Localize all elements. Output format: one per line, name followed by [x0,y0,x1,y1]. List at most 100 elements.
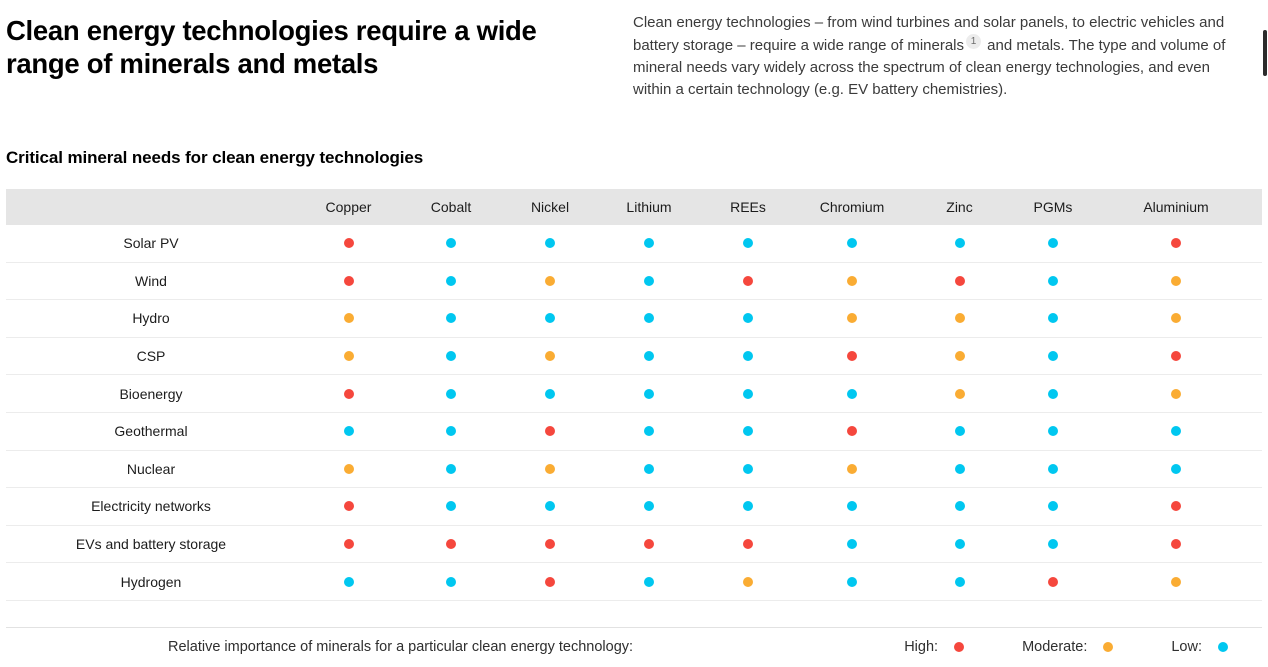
rating-cell [501,275,599,286]
high-importance-dot [1048,576,1058,587]
high-importance-dot [545,576,555,587]
rating-cell [1012,539,1094,550]
intro-text-before: Clean energy technologies – from wind tu… [633,14,1225,54]
low-importance-dot [743,238,753,249]
moderate-importance-dot [847,313,857,324]
rating-cell [296,313,401,324]
high-importance-dot [343,238,354,249]
rating-cell [1012,351,1094,362]
rating-cell [501,539,599,550]
high-importance-dot [1171,539,1181,550]
moderate-importance-dot [954,313,965,324]
low-importance-dot [743,463,753,474]
low-importance-dot [446,388,456,399]
rating-cell [797,501,907,512]
low-importance-dot [446,463,456,474]
row-label: Geothermal [114,423,188,440]
low-importance-dot [847,576,857,587]
rating-cell [907,501,1012,512]
rating-cell [599,539,699,550]
rating-cell [401,313,501,324]
low-importance-dot [545,388,555,399]
low-importance-dot [847,501,857,512]
rating-cell [501,313,599,324]
high-importance-dot [644,539,654,550]
low-importance-dot [545,313,555,324]
legend-bar: Relative importance of minerals for a pa… [6,626,1262,667]
rating-cell [907,351,1012,362]
intro-text-after: and metals. The type and volume of miner… [633,37,1226,98]
column-header-chromium: Chromium [819,199,885,215]
rating-cell [699,275,797,286]
rating-cell [907,426,1012,437]
high-importance-dot [743,275,753,286]
intro-paragraph: Clean energy technologies – from wind tu… [633,12,1245,101]
high-importance-dot [343,539,354,550]
low-importance-dot [1048,539,1058,550]
rating-cell [699,576,797,587]
rating-cell [1094,576,1258,587]
low-legend-dot [1218,642,1228,653]
rating-cell [296,501,401,512]
rating-cell [599,275,699,286]
rating-cell [699,351,797,362]
low-importance-dot [743,426,753,437]
rating-cell [401,351,501,362]
low-importance-dot [743,501,753,512]
rating-cell [907,576,1012,587]
low-importance-dot [1171,463,1181,474]
rating-cell [907,238,1012,249]
rating-cell [1012,313,1094,324]
low-importance-dot [954,576,965,587]
rating-cell [907,539,1012,550]
rating-cell [599,463,699,474]
rating-cell [501,351,599,362]
rating-cell [797,313,907,324]
column-header-nickel: Nickel [530,199,570,215]
high-importance-dot [847,351,857,362]
rating-cell [1094,388,1258,399]
legend-item-high: High: [904,639,965,655]
low-importance-dot [954,426,965,437]
high-importance-dot [446,539,456,550]
row-label: CSP [136,348,166,365]
scrollbar-thumb[interactable] [1263,30,1267,76]
rating-cell [699,539,797,550]
rating-cell [501,238,599,249]
legend-description: Relative importance of minerals for a pa… [168,639,634,656]
low-importance-dot [847,238,857,249]
rating-cell [1094,426,1258,437]
rating-cell [401,463,501,474]
rating-cell [699,238,797,249]
rating-cell [699,388,797,399]
table-row: EVs and battery storage [6,525,1262,564]
row-label: Wind [135,272,167,289]
table-row: Solar PV [6,225,1262,263]
rating-cell [501,576,599,587]
high-importance-dot [545,426,555,437]
high-importance-dot [343,501,354,512]
column-header-lithium: Lithium [626,199,672,215]
rating-cell [907,313,1012,324]
rating-cell [296,463,401,474]
rating-cell [599,388,699,399]
moderate-importance-dot [1171,275,1181,286]
low-importance-dot [954,238,965,249]
rating-cell [699,426,797,437]
rating-cell [1094,501,1258,512]
table-row: Hydro [6,300,1262,338]
footnote-marker[interactable]: 1 [966,34,982,49]
moderate-importance-dot [545,275,555,286]
high-legend-dot [954,642,965,653]
row-label: Nuclear [126,460,176,477]
low-importance-dot [954,463,965,474]
rating-cell [296,426,401,437]
rating-cell [599,501,699,512]
moderate-importance-dot [343,313,354,324]
row-label: Electricity networks [91,498,211,515]
rating-cell [1012,426,1094,437]
rating-cell [797,388,907,399]
rating-cell [296,275,401,286]
low-importance-dot [1048,388,1058,399]
low-importance-dot [1048,313,1058,324]
